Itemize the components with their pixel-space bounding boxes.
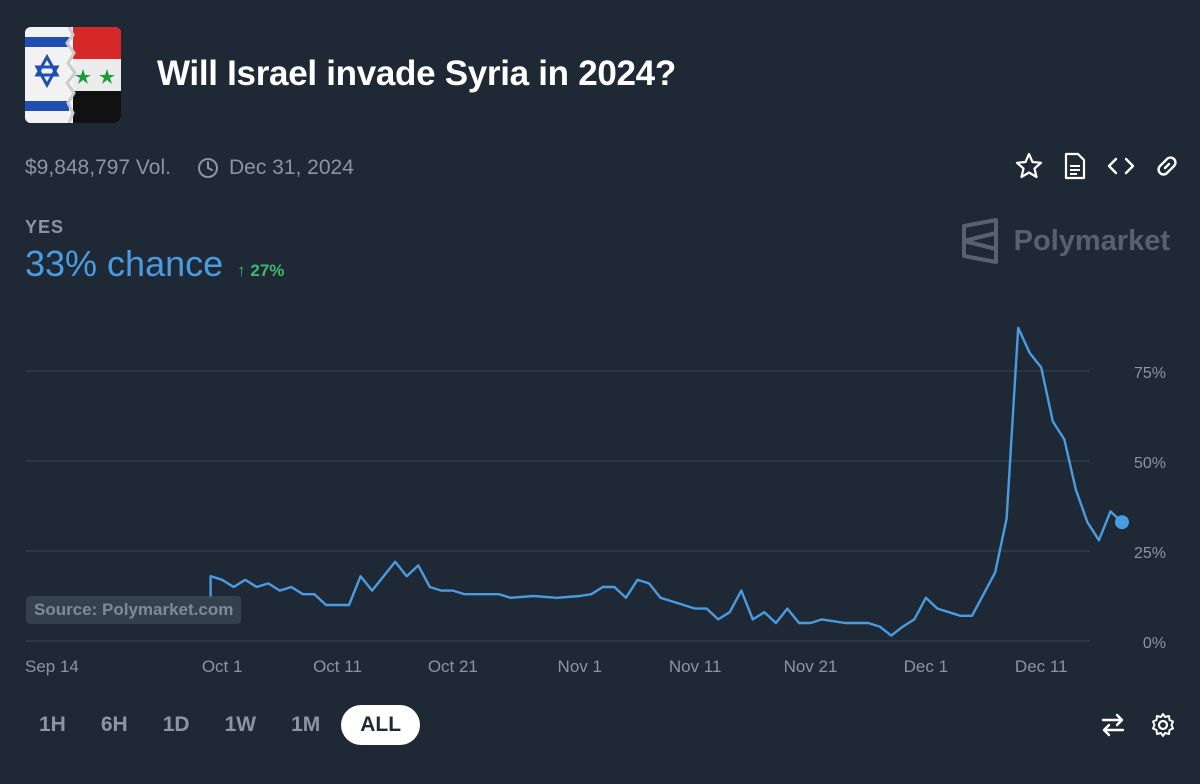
x-tick-label: Oct 1 (202, 657, 243, 676)
market-title: Will Israel invade Syria in 2024? (157, 54, 676, 93)
y-tick-label: 0% (1143, 635, 1166, 652)
code-icon[interactable] (1106, 150, 1136, 182)
swap-icon[interactable] (1098, 710, 1128, 740)
x-tick-label: Oct 11 (313, 657, 362, 676)
y-tick-label: 25% (1134, 545, 1166, 562)
polymarket-logo-icon (961, 218, 998, 264)
market-image (25, 27, 121, 123)
time-range-1d[interactable]: 1D (162, 713, 190, 736)
document-icon[interactable] (1060, 150, 1090, 182)
outcome-label: YES (25, 217, 65, 237)
price-chart[interactable]: 0% 25% 50% 75% Sep 14 Oct 1 Oct 11 Oct 21 Nov 1… (0, 300, 1200, 690)
x-tick-label: Dec 1 (904, 657, 948, 676)
time-range-6h[interactable]: 6H (100, 713, 128, 736)
link-icon[interactable] (1152, 150, 1182, 182)
chance-value: 33% chance (25, 243, 224, 284)
star-icon[interactable] (1014, 150, 1044, 182)
x-tick-label: Nov 1 (558, 657, 602, 676)
chart-current-point (1115, 515, 1129, 530)
gear-icon[interactable] (1148, 710, 1178, 740)
y-tick-label: 50% (1134, 455, 1166, 472)
x-tick-label: Nov 11 (669, 657, 722, 676)
chart-tools (1098, 710, 1178, 740)
market-meta: $9,848,797 Vol. Dec 31, 2024 (25, 155, 354, 181)
time-range-1h[interactable]: 1H (39, 713, 66, 736)
end-date-text: Dec 31, 2024 (228, 156, 354, 179)
source-label: Source: Polymarket.com (26, 596, 242, 624)
volume-text: $9,848,797 Vol. (25, 156, 171, 179)
brand-name: Polymarket (1013, 224, 1170, 257)
polymarket-watermark: Polymarket (960, 218, 1170, 264)
x-tick-label: Nov 21 (784, 657, 838, 676)
market-actions (1014, 150, 1182, 182)
x-tick-label: Dec 11 (1015, 657, 1068, 676)
chance-row: 33% chance ↑ 27% (25, 243, 284, 285)
change-indicator: ↑ 27% (237, 261, 285, 280)
x-tick-label: Oct 21 (428, 657, 478, 676)
chart-series-line (209, 326, 1123, 637)
x-tick-label: Sep 14 (25, 657, 79, 676)
time-range-1m[interactable]: 1M (291, 713, 321, 736)
israel-syria-flags-image (25, 27, 121, 123)
time-range-all[interactable]: ALL (341, 705, 421, 745)
time-range-1w[interactable]: 1W (224, 713, 257, 736)
clock-icon (197, 157, 219, 179)
time-range-selector: 1H 6H 1D 1W 1M ALL (25, 705, 427, 745)
y-tick-label: 75% (1134, 365, 1166, 382)
